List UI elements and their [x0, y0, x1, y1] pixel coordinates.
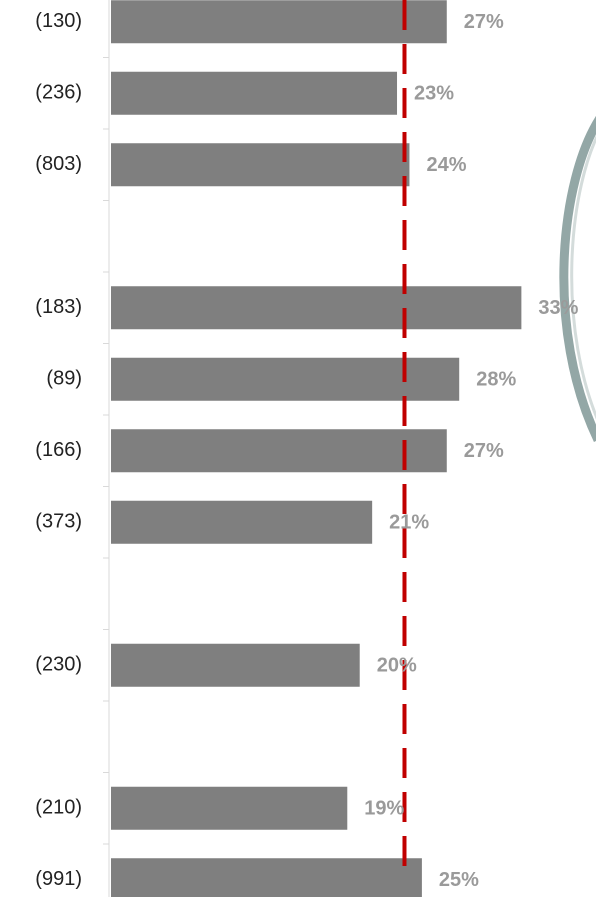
value-label: 25%	[439, 869, 479, 891]
bar	[111, 0, 447, 43]
category-label: (183)	[35, 296, 82, 318]
category-label: (236)	[35, 82, 82, 104]
category-label: (991)	[35, 868, 82, 890]
value-label: 27%	[464, 11, 504, 33]
category-label: (166)	[35, 439, 82, 461]
bar	[111, 358, 459, 401]
chart: (130) (236) (803) (183) (89) (166) (373) (230) (…	[0, 0, 596, 897]
value-label: 20%	[377, 655, 417, 677]
bar	[111, 72, 397, 115]
value-label: 21%	[389, 512, 429, 534]
value-label: 24%	[426, 154, 466, 176]
value-label: 27%	[464, 440, 504, 462]
bar	[111, 858, 422, 897]
category-label: (230)	[35, 654, 82, 676]
background-image-arc	[564, 118, 596, 440]
bar	[111, 429, 447, 472]
page: {"chart_data": {"type": "bar", "orientat…	[0, 0, 596, 897]
category-label: (373)	[35, 511, 82, 533]
category-label: (130)	[35, 10, 82, 32]
bar	[111, 644, 360, 687]
bar	[111, 143, 409, 186]
value-label: 28%	[476, 369, 516, 391]
value-label: 23%	[414, 83, 454, 105]
category-label: (89)	[46, 368, 82, 390]
value-label: 19%	[364, 798, 404, 820]
bar	[111, 286, 521, 329]
value-label: 33%	[538, 297, 578, 319]
bar	[111, 787, 347, 830]
category-label: (210)	[35, 797, 82, 819]
bar	[111, 501, 372, 544]
category-label: (803)	[35, 153, 82, 175]
